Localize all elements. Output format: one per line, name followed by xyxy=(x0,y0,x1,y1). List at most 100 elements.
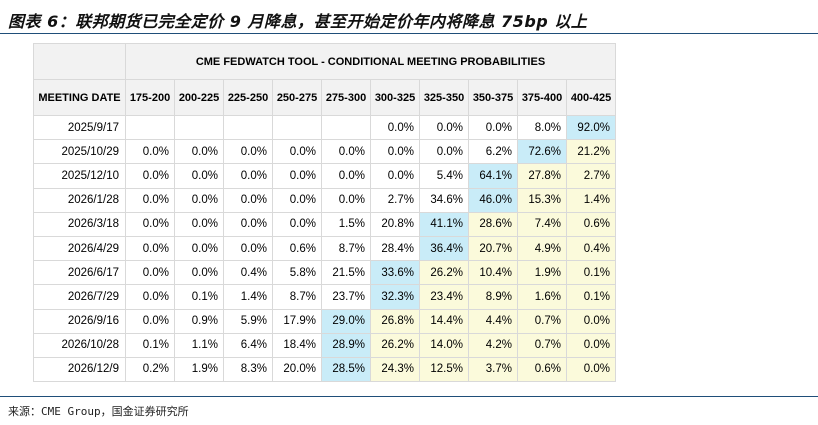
meeting-date-cell: 2026/4/29 xyxy=(33,235,126,262)
probability-cell xyxy=(125,114,175,141)
probability-cell: 0.0% xyxy=(125,163,175,189)
probability-cell: 8.0% xyxy=(517,114,567,141)
table-row: 2026/1/28 0.0% 0.0% 0.0% 0.0% 0.0% 2.7% 34.6% 46… xyxy=(33,187,616,213)
probability-cell: 4.2% xyxy=(468,332,518,358)
probability-cell: 20.7% xyxy=(468,235,518,262)
probability-cell: 0.0% xyxy=(174,211,224,237)
probability-cell: 26.8% xyxy=(370,308,420,334)
probability-cell xyxy=(174,114,224,141)
probability-cell: 0.0% xyxy=(223,139,273,165)
probability-cell: 23.4% xyxy=(419,284,469,310)
probability-cell: 0.0% xyxy=(370,114,420,141)
table-row: 2025/10/29 0.0% 0.0% 0.0% 0.0% 0.0% 0.0% 0.0% 6.… xyxy=(33,139,616,165)
probability-cell: 0.0% xyxy=(174,163,224,189)
probability-cell: 0.0% xyxy=(125,260,175,286)
probability-cell xyxy=(321,114,371,141)
probability-cell: 14.4% xyxy=(419,308,469,334)
table-row: 2026/3/18 0.0% 0.0% 0.0% 0.0% 1.5% 20.8% 41.1% 2… xyxy=(33,211,616,237)
probability-cell: 0.7% xyxy=(517,332,567,358)
probability-cell: 0.0% xyxy=(223,163,273,189)
probability-cell: 0.4% xyxy=(223,260,273,286)
probability-cell: 0.0% xyxy=(272,139,322,165)
probability-cell: 1.4% xyxy=(223,284,273,310)
probability-cell: 6.2% xyxy=(468,139,518,165)
source-note: 来源：CME Group，国金证券研究所 xyxy=(8,405,189,418)
probability-cell: 2.7% xyxy=(566,163,616,189)
table-row: 2026/9/16 0.0% 0.9% 5.9% 17.9% 29.0% 26.8% 14.4… xyxy=(33,308,616,334)
probability-cell: 21.2% xyxy=(566,139,616,165)
probability-cell: 0.0% xyxy=(370,139,420,165)
probability-cell: 0.1% xyxy=(566,284,616,310)
probability-cell: 64.1% xyxy=(468,163,518,189)
meeting-date-cell: 2026/3/18 xyxy=(33,211,126,237)
probability-cell: 0.6% xyxy=(566,211,616,237)
probability-cell: 28.9% xyxy=(321,332,371,358)
probability-cell: 0.0% xyxy=(125,284,175,310)
probability-cell: 1.1% xyxy=(174,332,224,358)
probability-cell: 0.0% xyxy=(321,187,371,213)
meeting-date-cell: 2026/6/17 xyxy=(33,260,126,286)
probability-cell: 0.0% xyxy=(223,235,273,262)
probability-cell: 0.0% xyxy=(272,187,322,213)
probability-cell: 28.4% xyxy=(370,235,420,262)
probability-cell: 72.6% xyxy=(517,139,567,165)
table-row: 2026/7/29 0.0% 0.1% 1.4% 8.7% 23.7% 32.3% 23.4%… xyxy=(33,284,616,310)
probability-cell: 20.8% xyxy=(370,211,420,237)
probability-cell: 0.0% xyxy=(566,308,616,334)
column-header: 350-375 xyxy=(468,79,518,116)
table-row: 2026/6/17 0.0% 0.0% 0.4% 5.8% 21.5% 33.6% 26.2%… xyxy=(33,260,616,286)
table-body: 2025/9/17 0.0% 0.0% 0.0% 8.0% 92.0% 2025/10/29… xyxy=(33,114,616,383)
probability-cell: 8.7% xyxy=(272,284,322,310)
probability-cell: 28.5% xyxy=(321,356,371,383)
corner-cell xyxy=(33,43,126,80)
probability-cell: 0.0% xyxy=(223,187,273,213)
column-header: 375-400 xyxy=(517,79,567,116)
probability-cell: 0.1% xyxy=(566,260,616,286)
probability-cell: 92.0% xyxy=(566,114,616,141)
title-row: CME FEDWATCH TOOL - CONDITIONAL MEETING … xyxy=(33,43,616,80)
probability-cell: 0.0% xyxy=(125,211,175,237)
probability-cell: 46.0% xyxy=(468,187,518,213)
probability-cell: 0.0% xyxy=(125,308,175,334)
fedwatch-table: CME FEDWATCH TOOL - CONDITIONAL MEETING … xyxy=(33,43,616,383)
probability-cell: 7.4% xyxy=(517,211,567,237)
probability-cell: 41.1% xyxy=(419,211,469,237)
probability-cell: 23.7% xyxy=(321,284,371,310)
probability-cell: 33.6% xyxy=(370,260,420,286)
probability-cell: 15.3% xyxy=(517,187,567,213)
column-header: 175-200 xyxy=(125,79,175,116)
probability-cell: 0.2% xyxy=(125,356,175,383)
meeting-date-cell: 2026/9/16 xyxy=(33,308,126,334)
meeting-date-cell: 2026/10/28 xyxy=(33,332,126,358)
probability-cell: 3.7% xyxy=(468,356,518,383)
probability-cell: 0.0% xyxy=(125,187,175,213)
table-row: 2026/12/9 0.2% 1.9% 8.3% 20.0% 28.5% 24.3% 12.5… xyxy=(33,356,616,383)
table-row: 2026/10/28 0.1% 1.1% 6.4% 18.4% 28.9% 26.2% 14.… xyxy=(33,332,616,358)
probability-cell: 26.2% xyxy=(370,332,420,358)
probability-cell: 0.0% xyxy=(321,163,371,189)
probability-cell: 0.0% xyxy=(174,260,224,286)
probability-cell: 1.5% xyxy=(321,211,371,237)
probability-cell: 0.0% xyxy=(174,139,224,165)
column-header: 250-275 xyxy=(272,79,322,116)
probability-cell: 1.9% xyxy=(517,260,567,286)
probability-cell: 0.6% xyxy=(517,356,567,383)
column-header: 200-225 xyxy=(174,79,224,116)
probability-cell: 0.0% xyxy=(272,163,322,189)
meeting-date-cell: 2026/12/9 xyxy=(33,356,126,383)
probability-cell xyxy=(272,114,322,141)
probability-cell: 1.9% xyxy=(174,356,224,383)
probability-cell: 0.1% xyxy=(125,332,175,358)
probability-cell: 17.9% xyxy=(272,308,322,334)
meeting-date-cell: 2025/10/29 xyxy=(33,139,126,165)
probability-cell: 8.3% xyxy=(223,356,273,383)
probability-cell: 0.0% xyxy=(125,139,175,165)
probability-cell: 36.4% xyxy=(419,235,469,262)
probability-cell: 0.0% xyxy=(419,114,469,141)
column-header: 225-250 xyxy=(223,79,273,116)
header-row: MEETING DATE 175-200 200-225 225-250 250-27… xyxy=(33,79,616,116)
probability-cell: 0.0% xyxy=(223,211,273,237)
table-row: 2026/4/29 0.0% 0.0% 0.0% 0.6% 8.7% 28.4% 36.4% 2… xyxy=(33,235,616,262)
probability-cell: 5.8% xyxy=(272,260,322,286)
probability-cell: 8.9% xyxy=(468,284,518,310)
